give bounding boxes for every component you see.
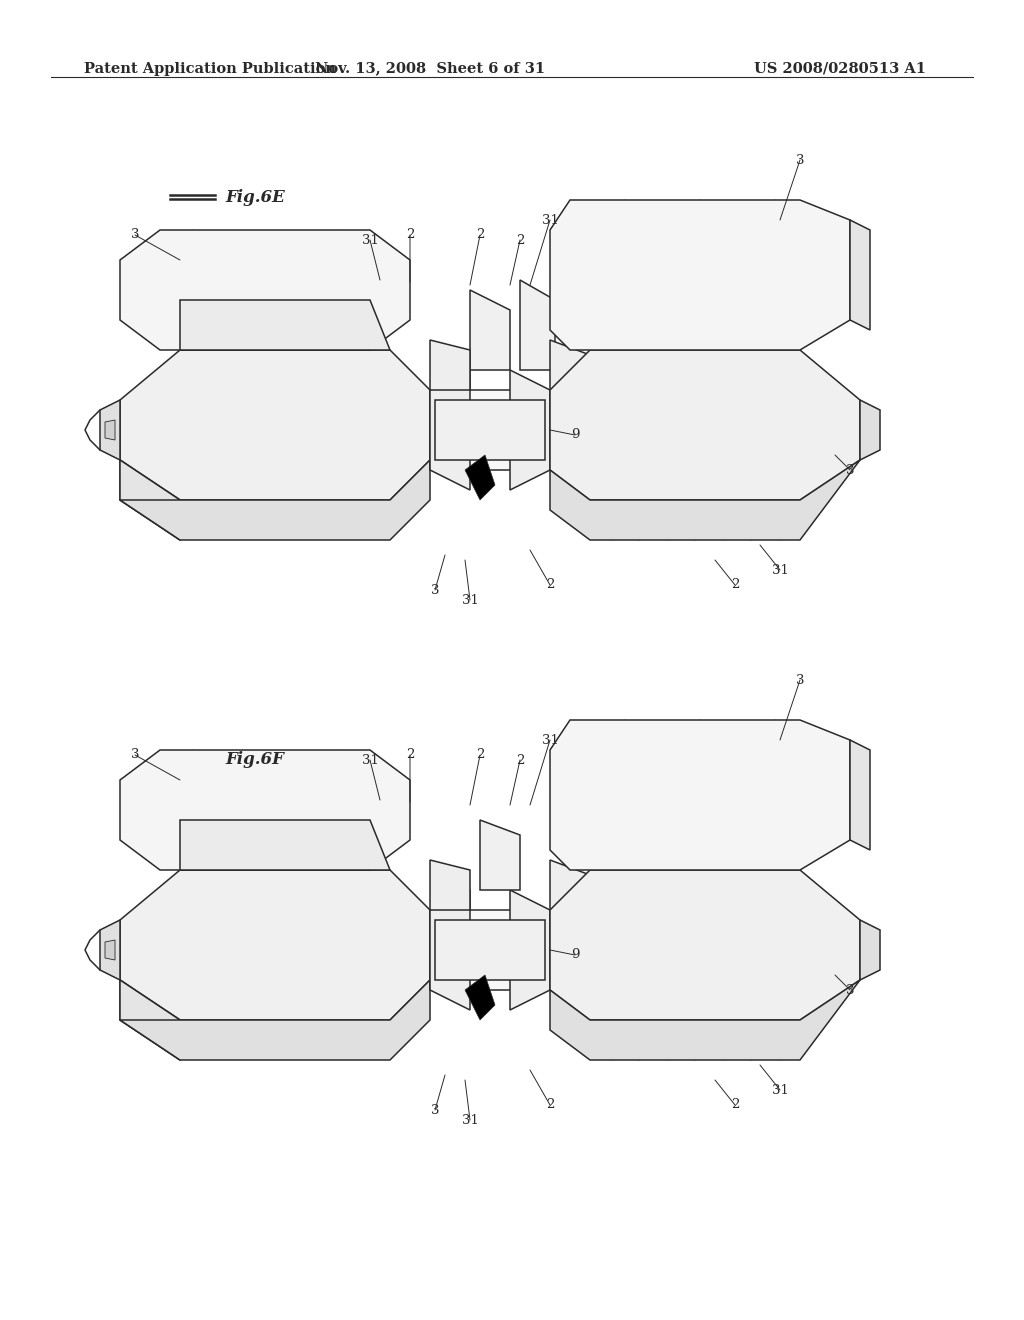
Polygon shape: [550, 979, 860, 1060]
Polygon shape: [550, 719, 850, 870]
Text: 31: 31: [542, 214, 558, 227]
Polygon shape: [120, 979, 180, 1060]
Polygon shape: [105, 940, 115, 960]
Polygon shape: [430, 389, 550, 470]
Polygon shape: [550, 341, 590, 389]
Polygon shape: [480, 820, 520, 890]
Polygon shape: [100, 920, 120, 979]
Polygon shape: [120, 750, 410, 870]
Polygon shape: [550, 870, 860, 1020]
Polygon shape: [120, 459, 180, 540]
Text: Nov. 13, 2008  Sheet 6 of 31: Nov. 13, 2008 Sheet 6 of 31: [315, 62, 545, 75]
Polygon shape: [860, 920, 880, 979]
Polygon shape: [465, 455, 495, 500]
Text: 31: 31: [542, 734, 558, 747]
Polygon shape: [510, 890, 550, 1010]
Polygon shape: [520, 280, 555, 370]
Text: 3: 3: [846, 983, 854, 997]
Polygon shape: [850, 220, 870, 330]
Polygon shape: [430, 341, 470, 389]
Text: 3: 3: [796, 673, 804, 686]
Text: 2: 2: [476, 228, 484, 242]
Text: 2: 2: [731, 1098, 739, 1111]
Text: 9: 9: [570, 949, 580, 961]
Polygon shape: [435, 920, 545, 979]
Polygon shape: [120, 230, 410, 350]
Text: 2: 2: [406, 748, 414, 762]
Polygon shape: [430, 890, 470, 1010]
Text: 2: 2: [516, 234, 524, 247]
Text: 9: 9: [570, 429, 580, 441]
Text: 2: 2: [476, 748, 484, 762]
Text: 3: 3: [796, 153, 804, 166]
Text: 2: 2: [406, 228, 414, 242]
Polygon shape: [430, 861, 470, 909]
Text: 31: 31: [462, 1114, 478, 1126]
Polygon shape: [120, 979, 180, 1060]
Text: 2: 2: [516, 754, 524, 767]
Text: 31: 31: [771, 1084, 788, 1097]
Polygon shape: [470, 290, 510, 370]
Polygon shape: [550, 201, 850, 350]
Polygon shape: [120, 870, 430, 1020]
Text: 2: 2: [731, 578, 739, 591]
Text: 31: 31: [462, 594, 478, 606]
Polygon shape: [860, 400, 880, 459]
Text: 31: 31: [361, 234, 379, 247]
Polygon shape: [180, 300, 390, 350]
Polygon shape: [550, 861, 590, 909]
Polygon shape: [465, 975, 495, 1020]
Polygon shape: [120, 979, 430, 1060]
Polygon shape: [105, 420, 115, 440]
Text: 31: 31: [771, 564, 788, 577]
Polygon shape: [120, 350, 430, 500]
Text: 3: 3: [846, 463, 854, 477]
Polygon shape: [510, 370, 550, 490]
Polygon shape: [430, 909, 550, 990]
Polygon shape: [430, 370, 470, 490]
Text: Fig.6E: Fig.6E: [225, 189, 285, 206]
Text: 3: 3: [131, 748, 139, 762]
Text: 3: 3: [431, 583, 439, 597]
Text: Fig.6F: Fig.6F: [225, 751, 284, 768]
Text: 31: 31: [361, 754, 379, 767]
Text: US 2008/0280513 A1: US 2008/0280513 A1: [754, 62, 926, 75]
Text: 2: 2: [546, 578, 554, 591]
Polygon shape: [180, 820, 390, 870]
Polygon shape: [850, 741, 870, 850]
Polygon shape: [120, 459, 430, 540]
Polygon shape: [435, 400, 545, 459]
Text: 3: 3: [431, 1104, 439, 1117]
Text: 3: 3: [131, 228, 139, 242]
Polygon shape: [550, 459, 860, 540]
Polygon shape: [100, 400, 120, 459]
Text: 2: 2: [546, 1098, 554, 1111]
Polygon shape: [120, 459, 180, 540]
Polygon shape: [550, 350, 860, 500]
Text: Patent Application Publication: Patent Application Publication: [84, 62, 336, 75]
